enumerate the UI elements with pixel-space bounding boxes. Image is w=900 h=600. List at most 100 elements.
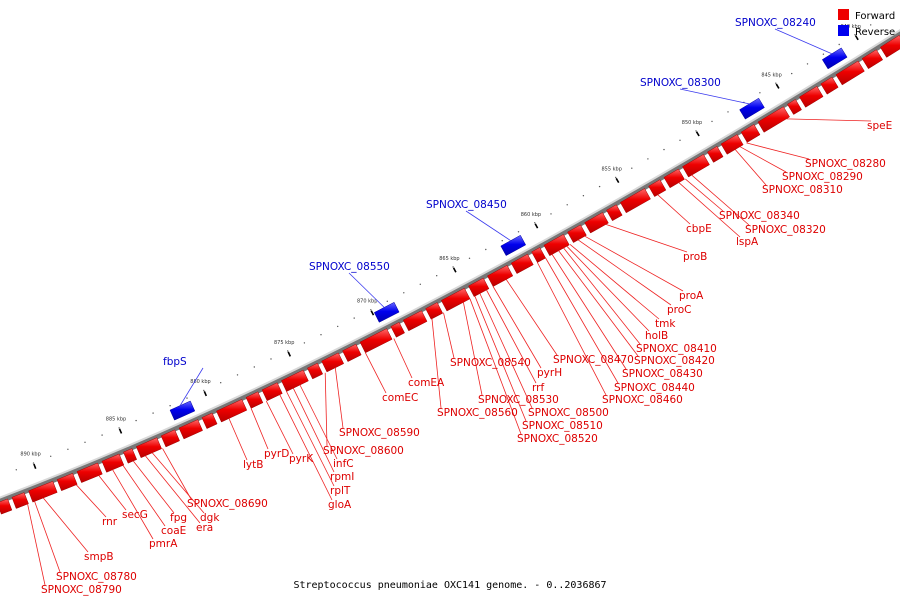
forward-gene-block <box>648 179 667 197</box>
forward-gene-label: proC <box>667 304 692 316</box>
forward-leader-line <box>431 318 442 409</box>
forward-leader-line <box>558 250 639 357</box>
forward-leader-line <box>479 293 533 409</box>
minor-tick <box>337 325 339 328</box>
forward-gene-block <box>425 302 444 320</box>
forward-leader-line <box>739 146 787 173</box>
forward-gene-label: SPNOXC_08530 <box>478 394 559 406</box>
forward-gene-label: SPNOXC_08510 <box>522 420 603 432</box>
minor-tick <box>152 412 154 414</box>
forward-leader-line <box>577 239 672 306</box>
major-tick <box>534 223 539 229</box>
forward-gene-block <box>101 453 125 473</box>
major-tick <box>370 310 375 316</box>
forward-gene-label: SPNOXC_08310 <box>762 184 843 196</box>
genome-backbone <box>0 28 900 499</box>
forward-gene-label: SPNOXC_08600 <box>323 445 404 457</box>
forward-gene-label: SPNOXC_08460 <box>602 394 683 406</box>
reverse-leader-line <box>679 88 750 105</box>
forward-leader-line <box>678 182 741 238</box>
forward-gene-label: SPNOXC_08540 <box>450 357 531 369</box>
forward-gene-label: pyrH <box>537 367 562 379</box>
minor-tick <box>287 350 289 352</box>
legend-forward-swatch <box>838 9 849 20</box>
forward-gene-label: dgk <box>200 512 220 524</box>
minor-tick <box>566 204 568 206</box>
minor-tick <box>775 82 777 84</box>
forward-gene-label: comEA <box>408 377 445 389</box>
forward-gene-label: SPNOXC_08430 <box>622 368 703 380</box>
forward-gene-block <box>342 343 362 362</box>
reverse-leader-line <box>774 28 832 55</box>
forward-gene-label: SPNOXC_08290 <box>782 171 863 183</box>
forward-gene-label: SPNOXC_08520 <box>517 433 598 445</box>
forward-gene-label: smpB <box>84 551 114 563</box>
forward-gene-label: cbpE <box>686 223 712 235</box>
forward-leader-line <box>34 501 61 573</box>
forward-gene-block <box>0 498 13 515</box>
forward-leader-line <box>734 149 767 186</box>
forward-leader-line <box>691 174 750 226</box>
forward-gene-block <box>510 253 534 274</box>
forward-gene-label: SPNOXC_08590 <box>339 427 420 439</box>
legend-reverse-swatch <box>838 25 849 36</box>
forward-leader-line <box>334 367 344 429</box>
forward-gene-label: SPNOXC_08560 <box>437 407 518 419</box>
minor-tick <box>403 292 405 294</box>
forward-gene-block <box>619 188 651 214</box>
forward-gene-label: pmrA <box>149 538 178 550</box>
minor-tick <box>727 111 729 113</box>
major-tick <box>287 351 292 357</box>
forward-gene-block <box>835 60 865 86</box>
forward-gene-block <box>543 234 570 257</box>
forward-gene-label: SPNOXC_08500 <box>528 407 609 419</box>
forward-leader-line <box>786 118 872 122</box>
forward-gene-label: SPNOXC_08780 <box>56 571 137 583</box>
forward-leader-line <box>685 178 724 212</box>
forward-leader-line <box>42 497 89 553</box>
forward-gene-block <box>468 277 490 297</box>
tick-label: 855 kbp <box>602 167 622 173</box>
reverse-gene-block <box>373 301 400 323</box>
forward-gene-label: SPNOXC_08420 <box>634 355 715 367</box>
minor-tick <box>186 397 188 399</box>
tick-label: 890 kbp <box>20 452 40 458</box>
forward-leader-line <box>486 289 537 384</box>
minor-tick <box>615 176 617 179</box>
tick-label: 850 kbp <box>682 120 702 126</box>
genome-caption: Streptococcus pneumoniae OXC141 genome. … <box>293 580 606 591</box>
forward-leader-line <box>545 257 619 384</box>
forward-gene-label: SPNOXC_08690 <box>187 498 268 510</box>
forward-gene-block <box>740 124 761 143</box>
reverse-gene-label: SPNOXC_08550 <box>309 261 390 273</box>
tick-label: 880 kbp <box>190 379 210 385</box>
reverse-gene-block <box>739 97 765 120</box>
forward-genes-track <box>0 34 900 515</box>
minor-tick <box>353 317 355 319</box>
forward-gene-label: comEC <box>382 392 418 404</box>
forward-leader-line <box>551 254 627 370</box>
forward-leader-line <box>76 484 107 518</box>
forward-gene-block <box>402 310 428 332</box>
forward-gene-block <box>28 480 58 503</box>
minor-tick <box>501 240 503 242</box>
forward-gene-label: rrf <box>532 382 544 394</box>
minor-tick <box>50 455 52 457</box>
forward-gene-block <box>440 287 471 312</box>
tick-label: 875 kbp <box>274 340 294 346</box>
forward-gene-label: SPNOXC_08470 <box>553 354 634 366</box>
forward-leader-line <box>250 408 269 450</box>
minor-tick <box>679 139 681 141</box>
legend-reverse-label: Reverse <box>855 27 895 38</box>
major-tick <box>775 83 780 89</box>
minor-tick <box>598 185 601 188</box>
reverse-leader-line <box>179 367 204 406</box>
forward-leader-line <box>569 244 660 320</box>
minor-tick <box>253 366 255 368</box>
minor-tick <box>419 283 421 285</box>
forward-gene-label: SPNOXC_08340 <box>719 210 800 222</box>
minor-tick <box>236 374 239 376</box>
forward-gene-label: SPNOXC_08280 <box>805 158 886 170</box>
forward-leader-line <box>443 312 455 359</box>
forward-gene-block <box>606 204 623 222</box>
